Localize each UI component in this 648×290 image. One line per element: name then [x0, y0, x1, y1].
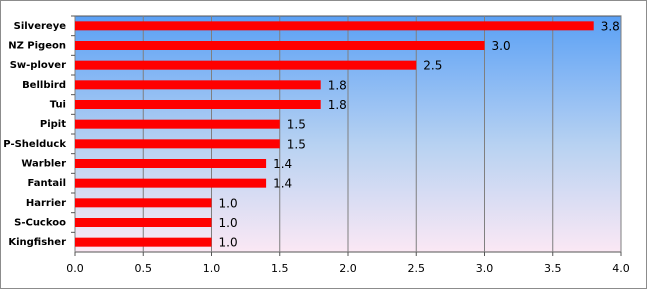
y-tick-label: S-Cuckoo: [14, 218, 66, 229]
y-tick-label: Harrier: [26, 198, 66, 209]
y-tick-label: Kingfisher: [8, 237, 66, 248]
bar: [75, 159, 267, 168]
x-tick-label: 1.5: [271, 262, 289, 275]
y-tick-label: Sw-plover: [10, 60, 66, 71]
x-tick-label: 1.0: [203, 262, 221, 275]
x-tick-label: 3.5: [544, 262, 562, 275]
value-label: 1.5: [287, 137, 306, 151]
value-label: 1.8: [328, 98, 347, 112]
bar: [75, 119, 280, 129]
x-tick-label: 2.5: [408, 262, 426, 275]
y-tick-label: NZ Pigeon: [8, 41, 66, 52]
bar: [75, 218, 212, 227]
value-label: 3.8: [601, 19, 620, 33]
value-label: 1.5: [287, 118, 306, 132]
bar: [75, 139, 280, 149]
x-tick-label: 3.0: [476, 262, 494, 275]
y-tick-label: Warbler: [21, 159, 66, 170]
x-tick-label: 0.0: [66, 262, 84, 275]
bar: [75, 198, 212, 208]
x-tick-label: 4.0: [612, 262, 630, 275]
bar: [75, 21, 594, 31]
y-tick-label: Silvereye: [14, 21, 67, 32]
value-label: 1.4: [273, 157, 292, 171]
bar: [75, 60, 417, 70]
bar: [75, 237, 212, 247]
y-tick-label: Tui: [50, 100, 66, 111]
value-label: 1.4: [273, 177, 292, 191]
value-label: 2.5: [423, 59, 442, 73]
value-label: 1.0: [219, 216, 238, 230]
bar: [75, 41, 485, 50]
value-label: 1.0: [219, 196, 238, 210]
bar: [75, 178, 267, 188]
value-label: 1.0: [219, 236, 238, 250]
y-tick-label: P-Shelduck: [3, 139, 66, 150]
value-label: 3.0: [492, 39, 511, 53]
y-tick-label: Pipit: [40, 119, 66, 130]
x-tick-label: 2.0: [339, 262, 357, 275]
bar: [75, 100, 321, 109]
y-tick-label: Bellbird: [22, 80, 66, 91]
bar: [75, 80, 321, 90]
value-label: 1.8: [328, 78, 347, 92]
x-tick-label: 0.5: [135, 262, 153, 275]
y-tick-label: Fantail: [28, 178, 67, 189]
